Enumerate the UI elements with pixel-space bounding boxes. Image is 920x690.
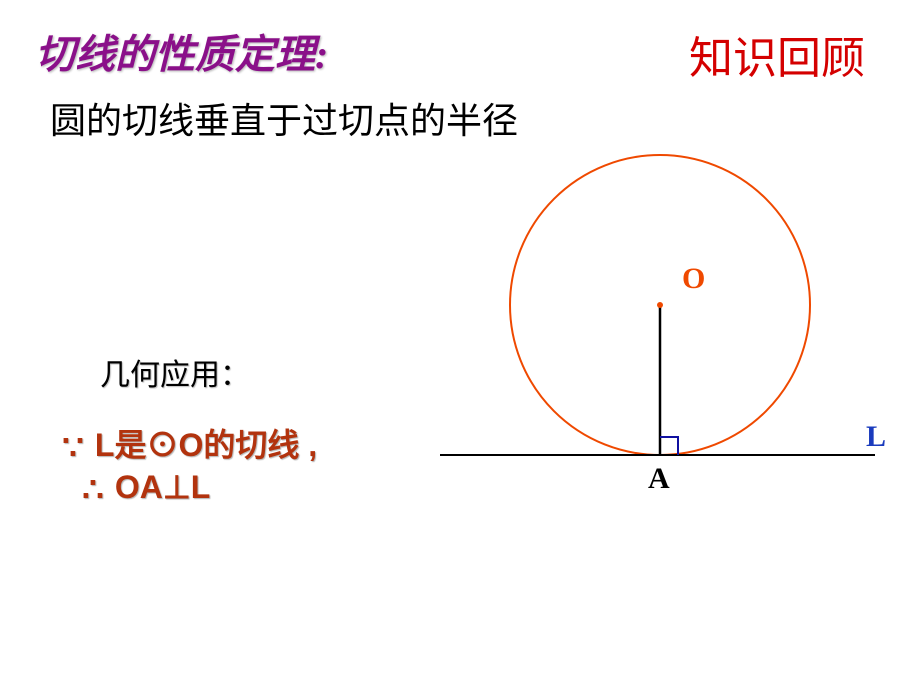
center-point-O [657,302,663,308]
because-symbol [60,428,86,468]
section-title: 知识回顾 [689,22,865,86]
label-A: A [648,462,670,495]
application-heading: 几何应用： [100,350,250,394]
proof-line-1-text: L是⊙O的切线 , [95,427,317,463]
proof-line-2-text: OA⊥L [115,469,210,505]
theorem-title: 切线的性质定理: [35,22,328,80]
figure-svg: O A L [430,150,890,530]
proof-line-1: L是⊙O的切线 , [60,420,317,468]
perpendicular-mark [660,437,678,455]
therefore-symbol [80,470,106,510]
circle-tangent-figure: O A L [430,150,890,530]
theorem-statement: 圆的切线垂直于过切点的半径 [50,92,518,144]
label-L: L [866,420,886,453]
proof-line-2: OA⊥L [80,468,210,510]
label-O: O [682,262,705,295]
